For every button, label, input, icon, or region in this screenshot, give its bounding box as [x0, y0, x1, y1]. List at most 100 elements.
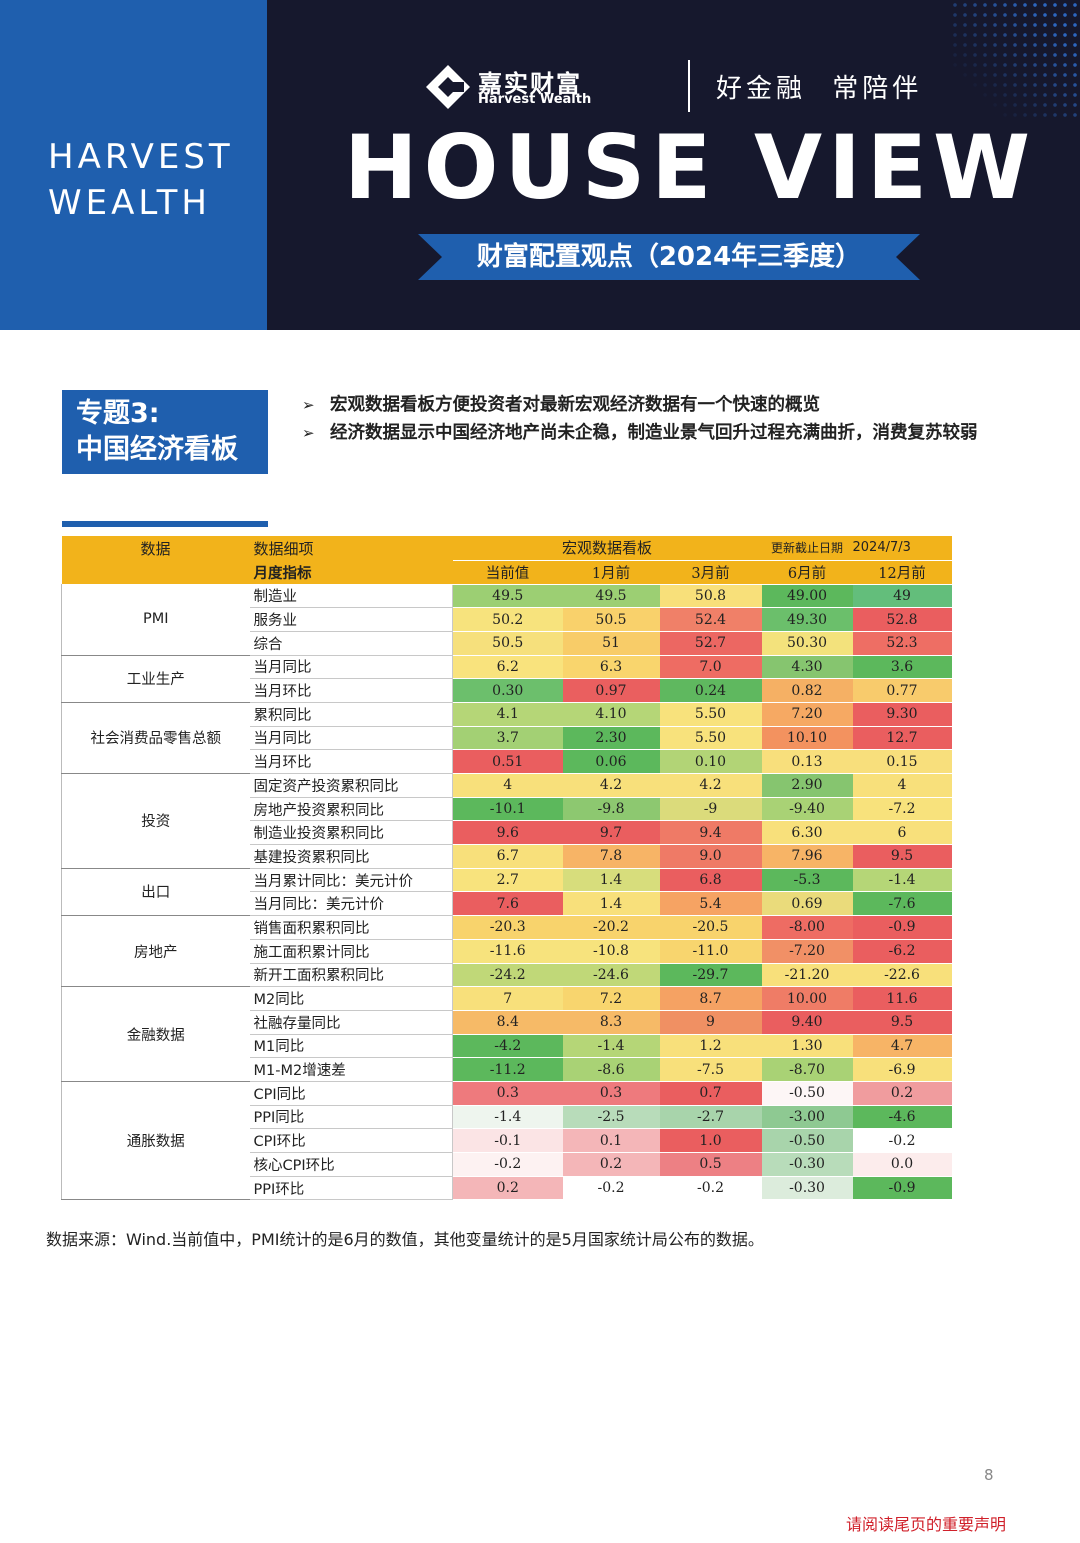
header-banner: HARVEST WEALTH 嘉实财富 Harvest Wealth 好金融 常… — [0, 0, 1080, 330]
value-cell: -2.5 — [562, 1105, 660, 1130]
value-cell: 6.30 — [761, 820, 853, 846]
indicator-label: 核心CPI环比 — [249, 1152, 453, 1177]
value-cell: 52.4 — [659, 607, 762, 632]
table-row: 制造业投资累积同比 9.6 9.7 9.4 6.30 6 — [62, 820, 952, 846]
value-cell: 8.7 — [659, 986, 762, 1011]
category-cell: 出口 — [61, 868, 250, 917]
value-cell: 9.5 — [852, 844, 952, 869]
indicator-label: 基建投资累积同比 — [249, 844, 453, 869]
value-cell: -7.20 — [761, 939, 853, 964]
value-cell: 0.2 — [852, 1081, 952, 1106]
value-cell: -0.1 — [452, 1128, 563, 1153]
value-cell: 50.5 — [562, 607, 660, 632]
indicator-label: 综合 — [249, 631, 453, 656]
table-row: 投资 固定资产投资累积同比 4 4.2 4.2 2.90 4 — [61, 773, 952, 869]
value-cell: -4.6 — [852, 1105, 952, 1130]
value-cell: 51 — [562, 631, 660, 656]
indicator-label: 固定资产投资累积同比 — [249, 773, 453, 798]
value-cell: 9.7 — [562, 820, 660, 846]
update-date: 2024/7/3 — [852, 536, 952, 561]
value-cell: 50.5 — [452, 631, 563, 656]
value-cell: 12.7 — [852, 726, 952, 751]
value-cell: 6.8 — [659, 868, 762, 893]
table-row: 社融存量同比 8.4 8.3 9 9.40 9.5 — [62, 1010, 952, 1035]
side-brand-line2: WEALTH — [48, 183, 211, 223]
indicator-label: 制造业投资累积同比 — [249, 820, 453, 846]
value-cell: 0.51 — [452, 749, 563, 774]
table-row: 核心CPI环比 -0.2 0.2 0.5 -0.30 0.0 — [62, 1152, 952, 1177]
category-cell: 房地产 — [61, 915, 250, 988]
page-number: 8 — [984, 1466, 994, 1484]
value-cell: 52.3 — [852, 631, 952, 656]
indicator-label: 当月环比 — [249, 749, 453, 774]
category-cell: 工业生产 — [61, 655, 250, 703]
logo-chinese-name: 嘉实财富 — [478, 70, 582, 98]
value-cell: 6 — [852, 820, 952, 846]
value-cell: 0.1 — [562, 1128, 660, 1153]
value-cell: 3.6 — [852, 655, 952, 680]
value-cell: -0.50 — [761, 1081, 853, 1106]
value-cell: 0.3 — [452, 1081, 563, 1106]
value-cell: 4.2 — [659, 773, 762, 798]
table-row: M1-M2增速差 -11.2 -8.6 -7.5 -8.70 -6.9 — [62, 1057, 952, 1082]
indicator-label: 房地产投资累积同比 — [249, 797, 453, 822]
value-cell: -8.00 — [761, 915, 853, 940]
indicator-label: 当月环比 — [249, 678, 453, 703]
category-cell: 投资 — [61, 773, 250, 869]
value-cell: -20.2 — [562, 915, 660, 940]
table-row: PPI环比 0.2 -0.2 -0.2 -0.30 -0.9 — [62, 1176, 952, 1201]
indicator-label: 新开工面积累积同比 — [249, 963, 453, 988]
value-cell: 0.15 — [852, 749, 952, 774]
topic-box: 专题3: 中国经济看板 — [62, 390, 268, 474]
value-cell: -4.2 — [452, 1034, 563, 1059]
value-cell: 49 — [852, 584, 952, 609]
value-cell: 49.5 — [452, 584, 563, 609]
category-cell: 通胀数据 — [61, 1081, 250, 1201]
section-rule — [62, 521, 268, 527]
table-row: 当月同比：美元计价 7.6 1.4 5.4 0.69 -7.6 — [62, 891, 952, 917]
value-cell: 49.5 — [562, 584, 660, 609]
table-row: PMI 制造业 49.5 49.5 50.8 49.00 49 — [61, 584, 952, 656]
value-cell: -0.2 — [659, 1176, 762, 1201]
value-cell: 0.30 — [452, 678, 563, 703]
value-cell: -9.40 — [761, 797, 853, 822]
table-row: 基建投资累积同比 6.7 7.8 9.0 7.96 9.5 — [62, 844, 952, 869]
table-row: M1同比 -4.2 -1.4 1.2 1.30 4.7 — [62, 1034, 952, 1059]
indicator-label: 社融存量同比 — [249, 1010, 453, 1035]
source-note: 数据来源：Wind.当前值中，PMI统计的是6月的数值，其他变量统计的是5月国家… — [46, 1230, 764, 1249]
category-cell: PMI — [61, 584, 250, 656]
table-row: 工业生产 当月同比 6.2 6.3 7.0 4.30 3.6 — [61, 655, 952, 703]
value-cell: -7.2 — [852, 797, 952, 822]
indicator-label: 服务业 — [249, 607, 453, 632]
indicator-label: 施工面积累计同比 — [249, 939, 453, 964]
value-cell: 2.7 — [452, 868, 563, 893]
table-row: 当月环比 0.51 0.06 0.10 0.13 0.15 — [62, 749, 952, 774]
value-cell: 49.30 — [761, 607, 853, 632]
value-cell: -0.30 — [761, 1176, 853, 1201]
value-cell: 7.96 — [761, 844, 853, 869]
value-cell: -20.3 — [452, 915, 563, 940]
value-cell: -0.9 — [852, 915, 952, 940]
value-cell: 5.50 — [659, 702, 762, 727]
value-cell: 52.7 — [659, 631, 762, 656]
table-row: PPI同比 -1.4 -2.5 -2.7 -3.00 -4.6 — [62, 1105, 952, 1130]
value-cell: 50.30 — [761, 631, 853, 656]
value-cell: 52.8 — [852, 607, 952, 632]
value-cell: 0.3 — [562, 1081, 660, 1106]
value-cell: 0.2 — [452, 1176, 563, 1201]
period-header: 1月前 — [562, 560, 660, 585]
period-header: 当前值 — [452, 560, 563, 585]
value-cell: 0.0 — [852, 1152, 952, 1177]
table-period-row: 月度指标 当前值 1月前 3月前 6月前 12月前 — [61, 560, 952, 585]
value-cell: 0.82 — [761, 678, 853, 703]
side-brand-panel — [0, 0, 267, 330]
value-cell: -6.9 — [852, 1057, 952, 1082]
value-cell: -0.9 — [852, 1176, 952, 1201]
table-row: 通胀数据 CPI同比 0.3 0.3 0.7 -0.50 0.2 — [61, 1081, 952, 1201]
value-cell: 8.3 — [562, 1010, 660, 1035]
value-cell: 7.2 — [562, 986, 660, 1011]
side-brand-line1: HARVEST — [48, 137, 234, 177]
disclaimer-link[interactable]: 请阅读尾页的重要声明 — [846, 1515, 1007, 1534]
indicator-label: 当月同比 — [249, 655, 453, 680]
value-cell: -24.6 — [562, 963, 660, 988]
